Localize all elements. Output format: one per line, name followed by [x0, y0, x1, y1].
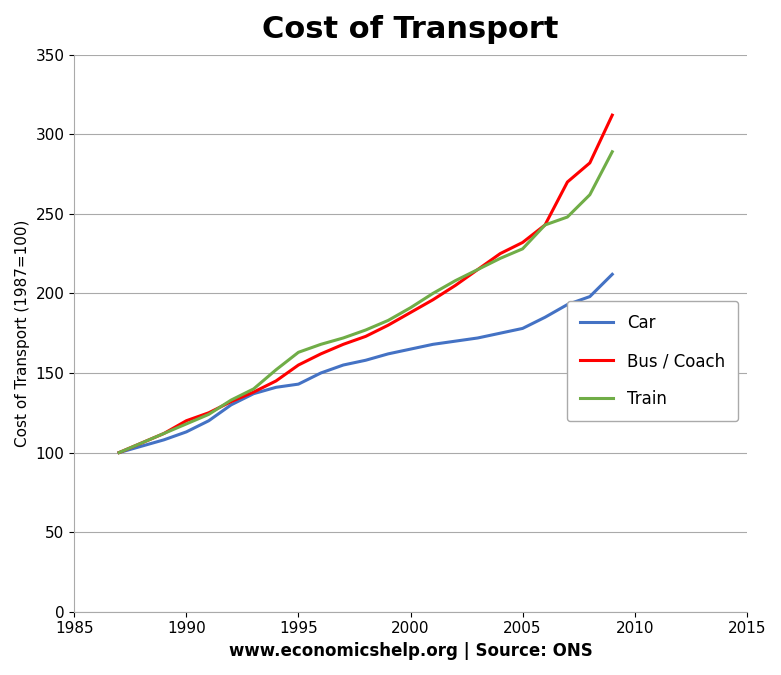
Car — [495, 329, 505, 338]
Train — [249, 385, 259, 393]
Bus / Coach — [294, 361, 303, 369]
Train — [451, 277, 460, 285]
Bus / Coach — [406, 308, 415, 317]
Bus / Coach — [249, 388, 259, 396]
Bus / Coach — [473, 265, 483, 273]
Car — [585, 292, 594, 300]
Train — [204, 410, 213, 418]
Car — [316, 369, 326, 377]
X-axis label: www.economicshelp.org | Source: ONS: www.economicshelp.org | Source: ONS — [229, 642, 593, 660]
Bus / Coach — [204, 409, 213, 417]
Legend: Car, Bus / Coach, Train: Car, Bus / Coach, Train — [567, 301, 738, 421]
Line: Train: Train — [119, 152, 612, 452]
Train — [585, 190, 594, 198]
Bus / Coach — [361, 332, 370, 340]
Train — [226, 396, 236, 404]
Train — [383, 317, 393, 325]
Train — [115, 448, 124, 456]
Bus / Coach — [182, 416, 191, 425]
Car — [294, 380, 303, 388]
Car — [518, 325, 527, 333]
Title: Cost of Transport: Cost of Transport — [262, 15, 558, 44]
Car — [339, 361, 348, 369]
Train — [339, 334, 348, 342]
Train — [271, 366, 280, 374]
Train — [316, 340, 326, 348]
Bus / Coach — [495, 250, 505, 258]
Bus / Coach — [518, 238, 527, 246]
Car — [271, 383, 280, 392]
Car — [361, 356, 370, 365]
Train — [182, 420, 191, 428]
Car — [473, 334, 483, 342]
Train — [159, 429, 169, 437]
Bus / Coach — [316, 350, 326, 358]
Bus / Coach — [159, 429, 169, 437]
Train — [294, 348, 303, 356]
Bus / Coach — [339, 340, 348, 348]
Train — [137, 439, 146, 447]
Car — [249, 389, 259, 398]
Train — [473, 265, 483, 273]
Bus / Coach — [383, 321, 393, 329]
Bus / Coach — [428, 296, 437, 304]
Train — [361, 326, 370, 334]
Bus / Coach — [563, 178, 572, 186]
Car — [137, 442, 146, 450]
Car — [182, 428, 191, 436]
Car — [563, 300, 572, 308]
Train — [608, 148, 617, 156]
Bus / Coach — [451, 281, 460, 290]
Car — [608, 270, 617, 278]
Car — [383, 350, 393, 358]
Y-axis label: Cost of Transport (1987=100): Cost of Transport (1987=100) — [15, 219, 30, 447]
Bus / Coach — [585, 159, 594, 167]
Bus / Coach — [608, 111, 617, 119]
Car — [540, 313, 550, 321]
Car — [204, 416, 213, 425]
Car — [428, 340, 437, 348]
Car — [115, 448, 124, 456]
Car — [159, 436, 169, 444]
Car — [451, 337, 460, 345]
Bus / Coach — [137, 439, 146, 447]
Train — [495, 254, 505, 263]
Train — [518, 245, 527, 253]
Car — [226, 401, 236, 409]
Car — [406, 345, 415, 353]
Train — [563, 213, 572, 221]
Line: Bus / Coach: Bus / Coach — [119, 115, 612, 452]
Line: Car: Car — [119, 274, 612, 452]
Bus / Coach — [115, 448, 124, 456]
Train — [540, 221, 550, 229]
Bus / Coach — [271, 377, 280, 385]
Train — [406, 304, 415, 312]
Bus / Coach — [226, 398, 236, 406]
Train — [428, 290, 437, 298]
Bus / Coach — [540, 221, 550, 229]
